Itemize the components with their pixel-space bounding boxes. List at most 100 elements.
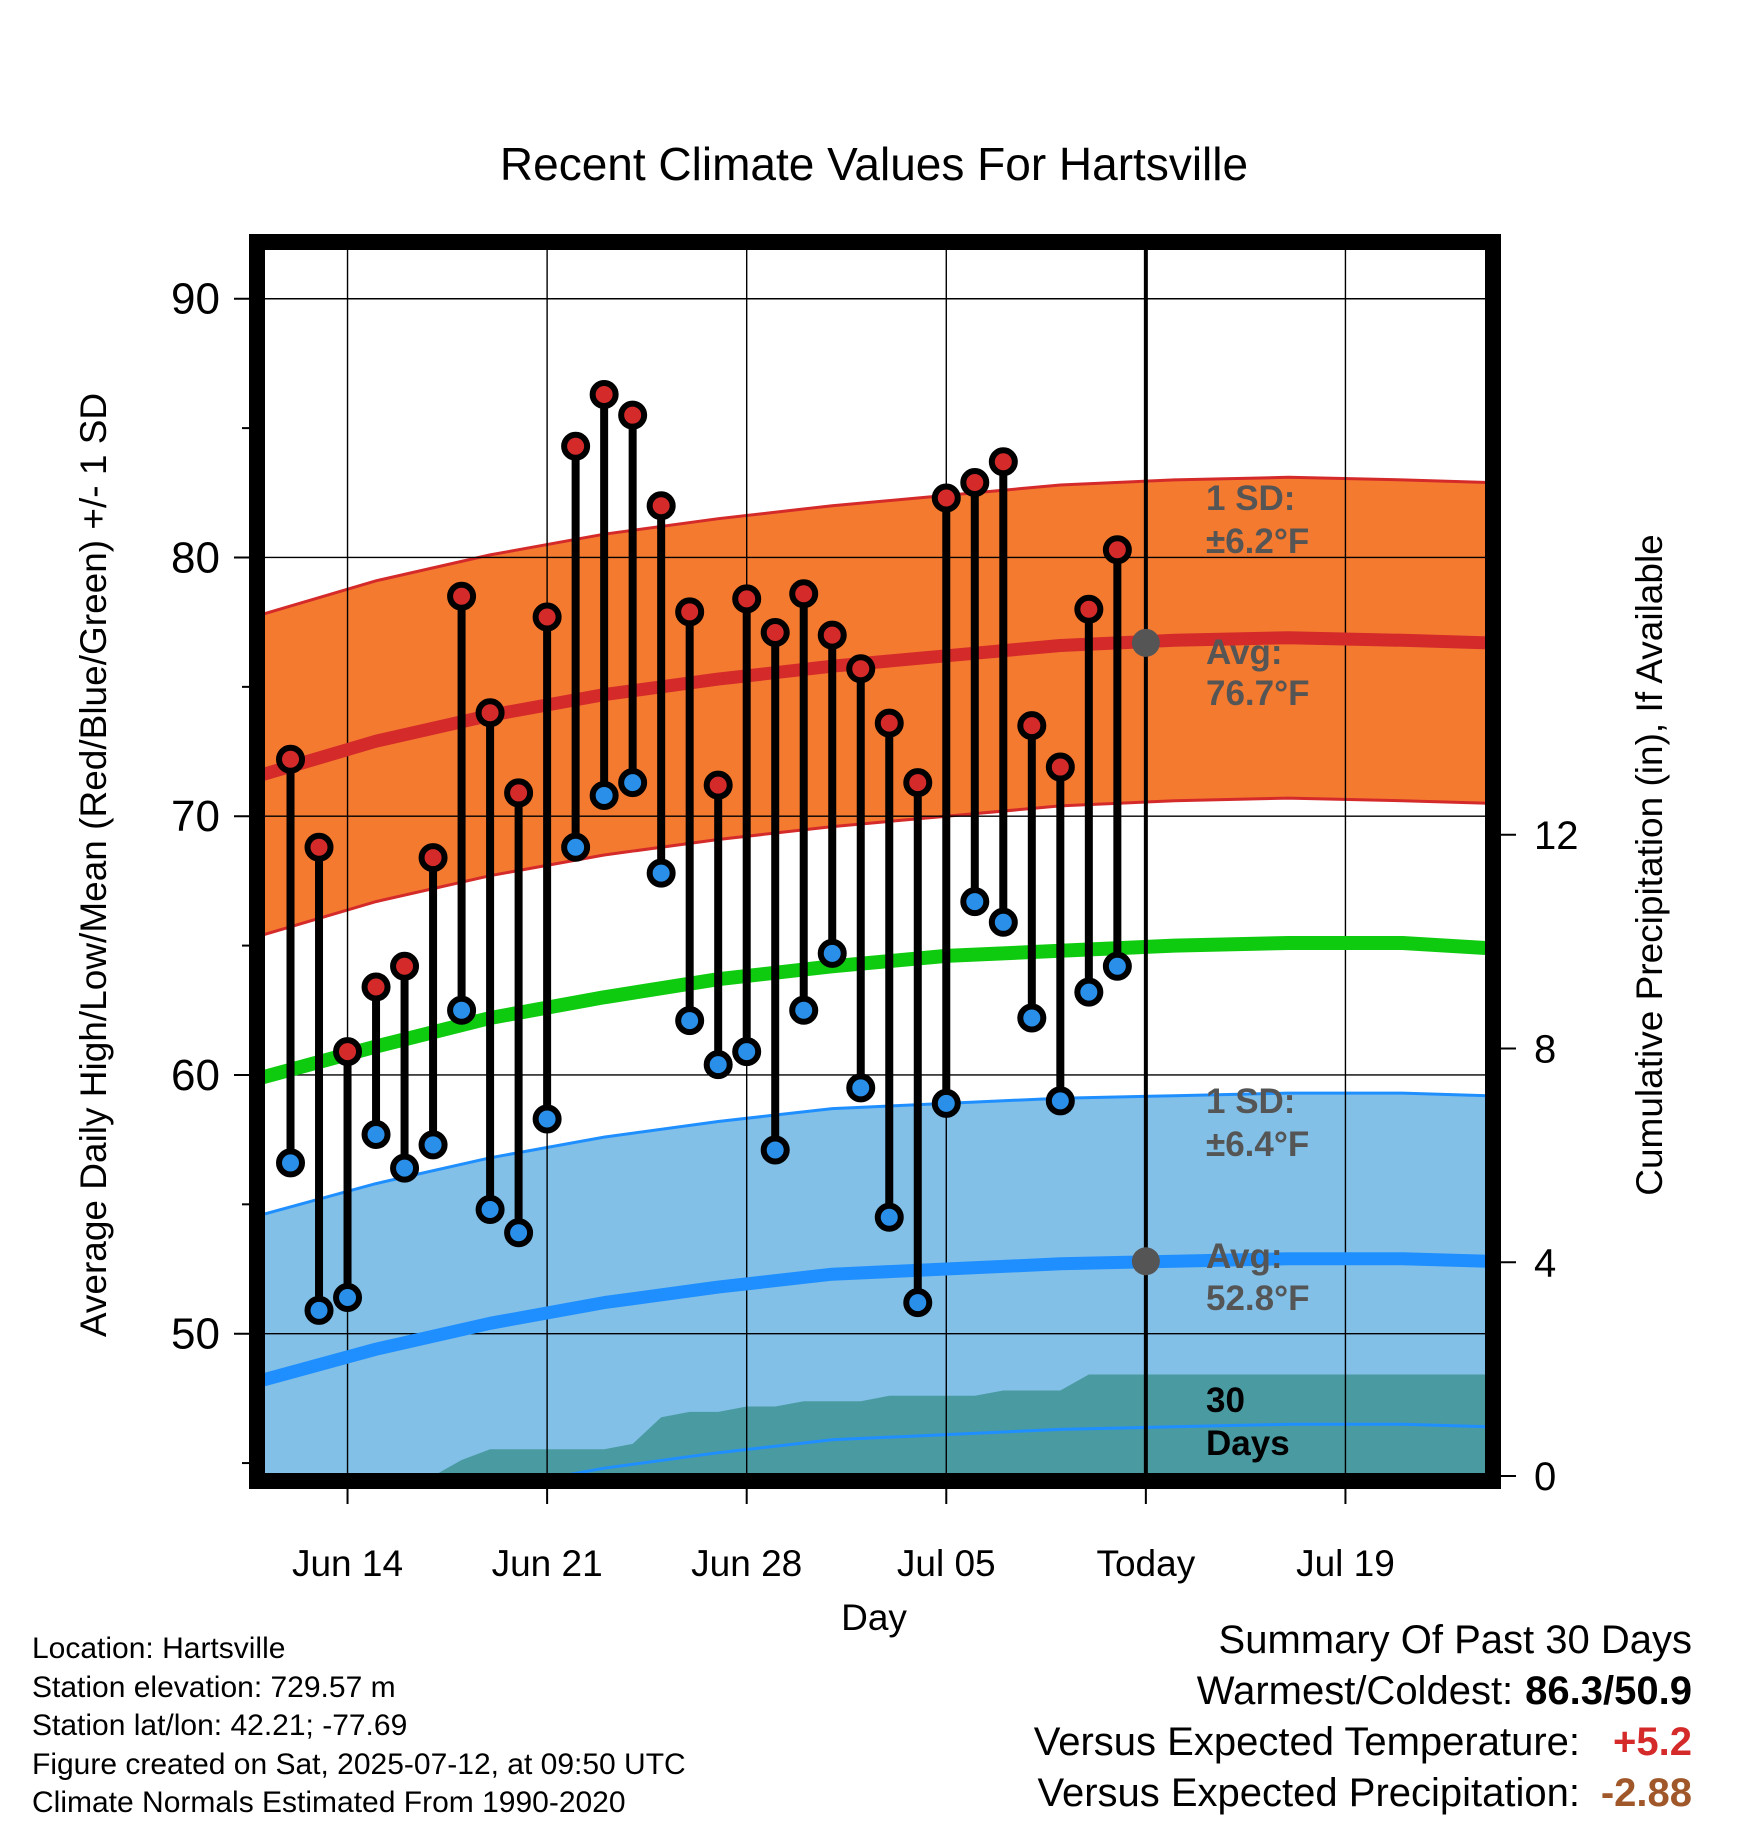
y2-tick-label: 4 <box>1534 1241 1556 1285</box>
precip-value: -2.88 <box>1600 1771 1692 1815</box>
daily-low-point <box>846 1073 876 1103</box>
daily-low-point <box>1074 977 1104 1007</box>
daily-low-point <box>361 1119 391 1149</box>
daily-low-point <box>418 1130 448 1160</box>
daily-high-point <box>675 597 705 627</box>
warm-cold-row: Warmest/Coldest: 86.3/50.9 <box>1034 1666 1692 1717</box>
location-text: Location: Hartsville <box>32 1632 286 1665</box>
chart-title: Recent Climate Values For Hartsville <box>500 138 1248 190</box>
daily-low-point <box>1045 1086 1075 1116</box>
daily-high-point <box>418 843 448 873</box>
daily-low-point <box>504 1218 534 1248</box>
daily-high-point <box>789 579 819 609</box>
days-label-count: 30 <box>1206 1381 1245 1420</box>
y-tick-label: 70 <box>171 792 220 841</box>
daily-high-point <box>988 447 1018 477</box>
daily-high-point <box>646 491 676 521</box>
x-tick-label: Jun 21 <box>492 1543 603 1584</box>
low-avg-value: 52.8°F <box>1206 1279 1310 1318</box>
precipitation-area <box>262 1374 1488 1476</box>
daily-high-point <box>475 698 505 728</box>
daily-low-point <box>589 781 619 811</box>
temp-label: Versus Expected Temperature: <box>1033 1720 1580 1764</box>
high-sd-label: 1 SD: <box>1206 479 1295 518</box>
low-normal-line <box>262 1252 1488 1387</box>
daily-high-point <box>817 620 847 650</box>
high-sd-band <box>262 477 1488 936</box>
high-sd-upper-edge <box>262 475 1488 616</box>
daily-high-point <box>1102 535 1132 565</box>
daily-low-point <box>618 768 648 798</box>
daily-low-point <box>732 1037 762 1067</box>
daily-high-point <box>1074 594 1104 624</box>
high-normal-line <box>262 631 1488 782</box>
created-text: Figure created on Sat, 2025-07-12, at 09… <box>32 1747 686 1781</box>
daily-high-point <box>361 972 391 1002</box>
daily-high-point <box>532 602 562 632</box>
today-low-marker <box>1131 1247 1160 1276</box>
y-tick-label: 50 <box>171 1310 220 1359</box>
high-avg-value: 76.7°F <box>1206 674 1310 713</box>
daily-low-point <box>561 832 591 862</box>
high-sd-value: ±6.2°F <box>1206 522 1309 561</box>
x-tick-label: Jun 28 <box>691 1543 802 1584</box>
daily-low-point <box>960 887 990 917</box>
daily-high-point <box>447 581 477 611</box>
elevation-text: Station elevation: 729.57 m <box>32 1670 396 1704</box>
daily-high-point <box>960 467 990 497</box>
daily-high-point <box>304 832 334 862</box>
daily-low-point <box>475 1195 505 1225</box>
y-tick-label: 90 <box>171 275 220 324</box>
daily-low-point <box>1017 1003 1047 1033</box>
warm-cold-label: Warmest/Coldest: <box>1196 1669 1514 1713</box>
low-avg-label: Avg: <box>1206 1237 1282 1276</box>
daily-low-point <box>988 907 1018 937</box>
daily-high-point <box>931 483 961 513</box>
daily-low-point <box>874 1202 904 1232</box>
precip-row: Versus Expected Precipitation: -2.88 <box>1034 1768 1692 1819</box>
daily-high-point <box>903 768 933 798</box>
low-sd-value: ±6.4°F <box>1206 1125 1309 1164</box>
daily-high-point <box>276 744 306 774</box>
daily-low-point <box>789 995 819 1025</box>
daily-low-point <box>1102 951 1132 981</box>
daily-low-point <box>304 1295 334 1325</box>
daily-high-point <box>1017 711 1047 741</box>
precip-label: Versus Expected Precipitation: <box>1037 1771 1580 1815</box>
daily-low-point <box>276 1148 306 1178</box>
x-tick-label: Jun 14 <box>292 1543 403 1584</box>
daily-high-point <box>333 1037 363 1067</box>
daily-high-point <box>504 778 534 808</box>
daily-high-point <box>846 654 876 684</box>
daily-low-point <box>532 1104 562 1134</box>
daily-low-point <box>646 858 676 888</box>
daily-high-point <box>390 951 420 981</box>
summary-heading: Summary Of Past 30 Days <box>1218 1618 1692 1662</box>
x-tick-label: Jul 19 <box>1296 1543 1395 1584</box>
daily-low-point <box>675 1006 705 1036</box>
daily-low-point <box>447 995 477 1025</box>
daily-low-point <box>903 1288 933 1318</box>
y-tick-label: 60 <box>171 1051 220 1100</box>
summary-panel: Summary Of Past 30 Days Warmest/Coldest:… <box>1034 1615 1692 1819</box>
x-tick-label: Jul 05 <box>897 1543 996 1584</box>
y2-tick-label: 8 <box>1534 1028 1556 1072</box>
latlon-text: Station lat/lon: 42.21; -77.69 <box>32 1709 408 1742</box>
daily-low-point <box>817 938 847 968</box>
y2-axis-label: Cumulative Precipitation (in), If Availa… <box>1629 534 1670 1196</box>
low-sd-label: 1 SD: <box>1206 1082 1295 1121</box>
mean-normal-line <box>262 936 1488 1085</box>
daily-high-point <box>1045 752 1075 782</box>
daily-low-point <box>703 1050 733 1080</box>
daily-high-point <box>874 708 904 738</box>
high-avg-label: Avg: <box>1206 633 1282 672</box>
daily-low-point <box>931 1088 961 1118</box>
daily-high-point <box>732 584 762 614</box>
daily-high-point <box>618 400 648 430</box>
daily-high-point <box>703 770 733 800</box>
y2-tick-label: 0 <box>1534 1455 1556 1499</box>
daily-high-point <box>760 618 790 648</box>
station-info: Location: Hartsville Station elevation: … <box>32 1630 686 1823</box>
plot-contents <box>262 247 1488 1476</box>
